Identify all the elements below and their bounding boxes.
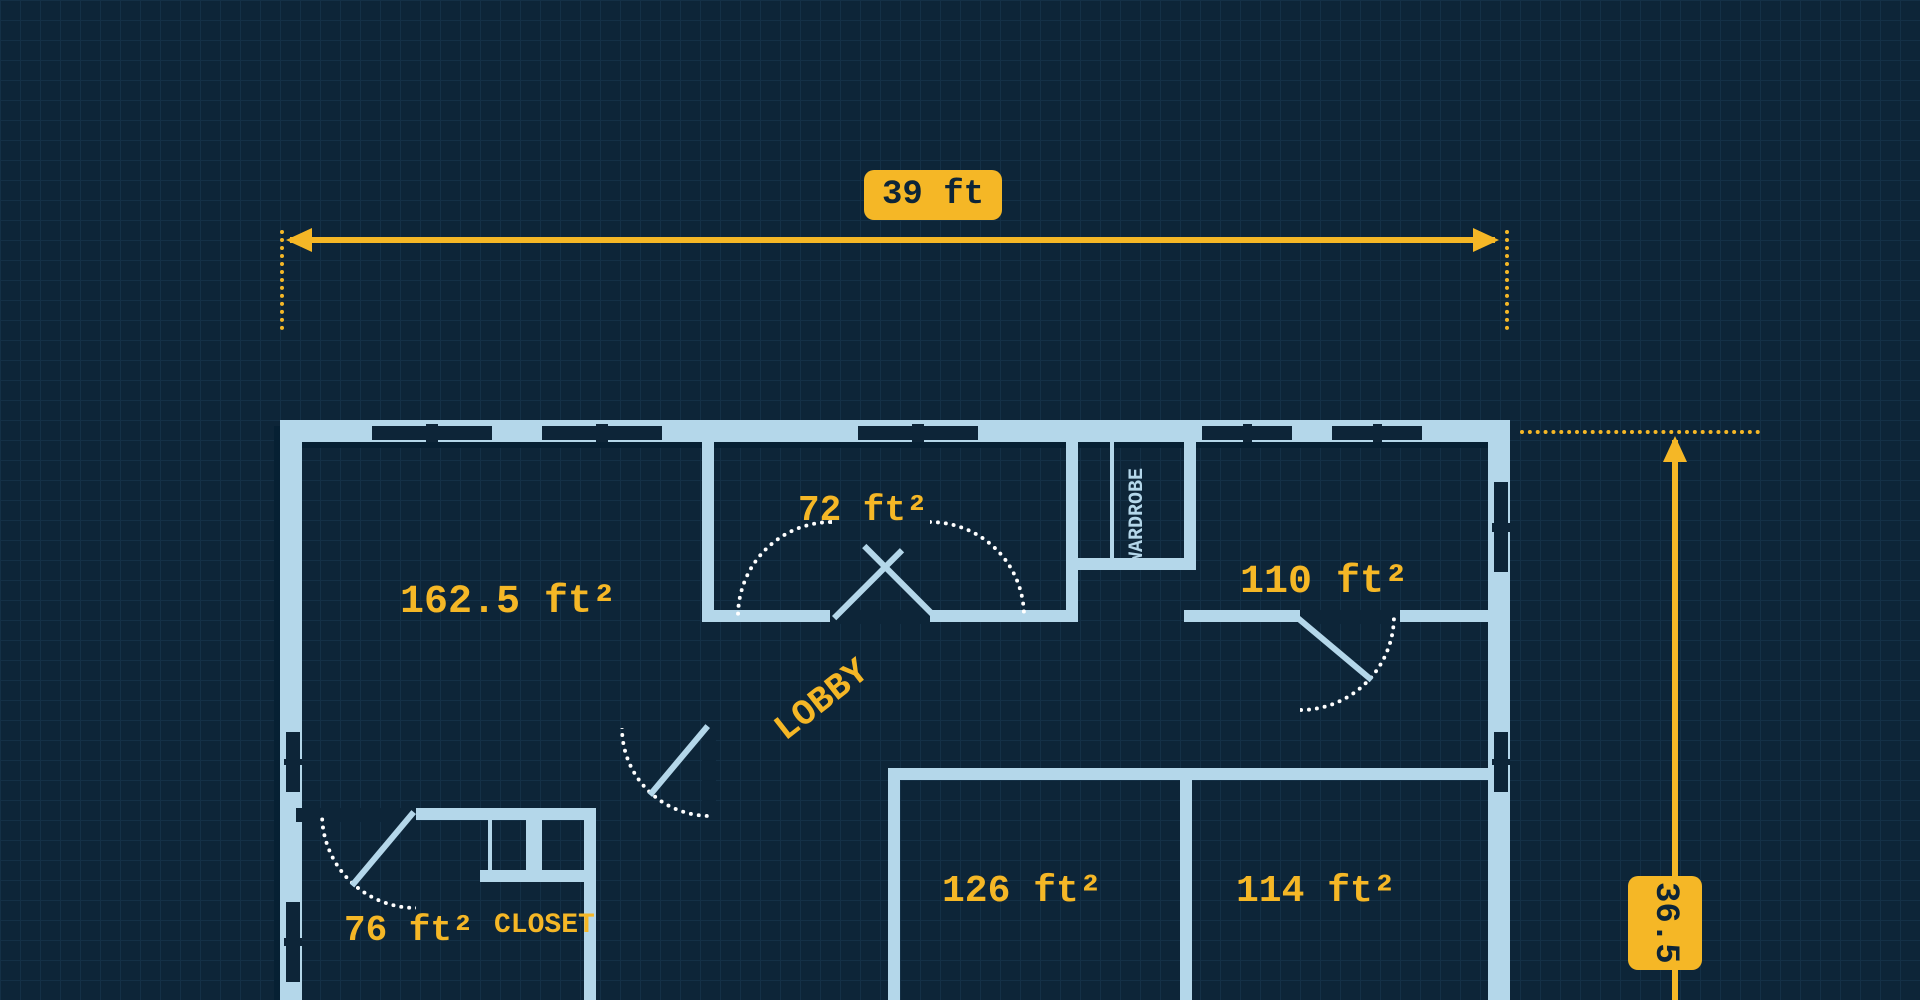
iwall-9 <box>1180 768 1192 1000</box>
window-6 <box>1492 730 1510 794</box>
thin-0 <box>1110 442 1114 560</box>
iwall-7 <box>888 768 1504 780</box>
dim-height-arrow-u <box>1663 436 1687 462</box>
iwall-4 <box>1066 558 1078 620</box>
gap-0 <box>830 610 930 624</box>
dim-width-line <box>290 237 1495 243</box>
room-72: 72 ft² <box>798 490 928 531</box>
dim-width-badge: 39 ft <box>864 170 1002 220</box>
window-5 <box>1492 480 1510 574</box>
closet: CLOSET <box>494 910 595 941</box>
window-0 <box>370 424 494 442</box>
iwall-8 <box>888 768 900 1000</box>
dim-height-badge: 36.5 <box>1628 876 1702 970</box>
room-76: 76 ft² <box>344 910 474 951</box>
iwall-0 <box>702 440 714 620</box>
lobby: LOBBY <box>767 651 877 750</box>
iwall-11 <box>530 808 542 878</box>
window-1 <box>540 424 664 442</box>
iwall-13 <box>480 870 596 882</box>
window-7 <box>284 900 302 984</box>
room-126: 126 ft² <box>942 870 1102 913</box>
iwall-5 <box>1184 440 1196 570</box>
dim-ext-left <box>280 230 284 330</box>
thin-2 <box>526 820 530 872</box>
wardrobe: WARDROBE <box>1126 468 1149 564</box>
window-3 <box>1200 424 1294 442</box>
dim-width-arrow-r <box>1473 228 1499 252</box>
dim-width-arrow-l <box>286 228 312 252</box>
window-2 <box>856 424 980 442</box>
window-4 <box>1330 424 1424 442</box>
dim-ext-top <box>1520 430 1760 434</box>
room-162: 162.5 ft² <box>400 580 616 625</box>
room-110: 110 ft² <box>1240 560 1408 605</box>
room-114: 114 ft² <box>1236 870 1396 913</box>
thin-1 <box>488 820 492 872</box>
window-8 <box>284 730 302 794</box>
dim-ext-right <box>1505 230 1509 330</box>
